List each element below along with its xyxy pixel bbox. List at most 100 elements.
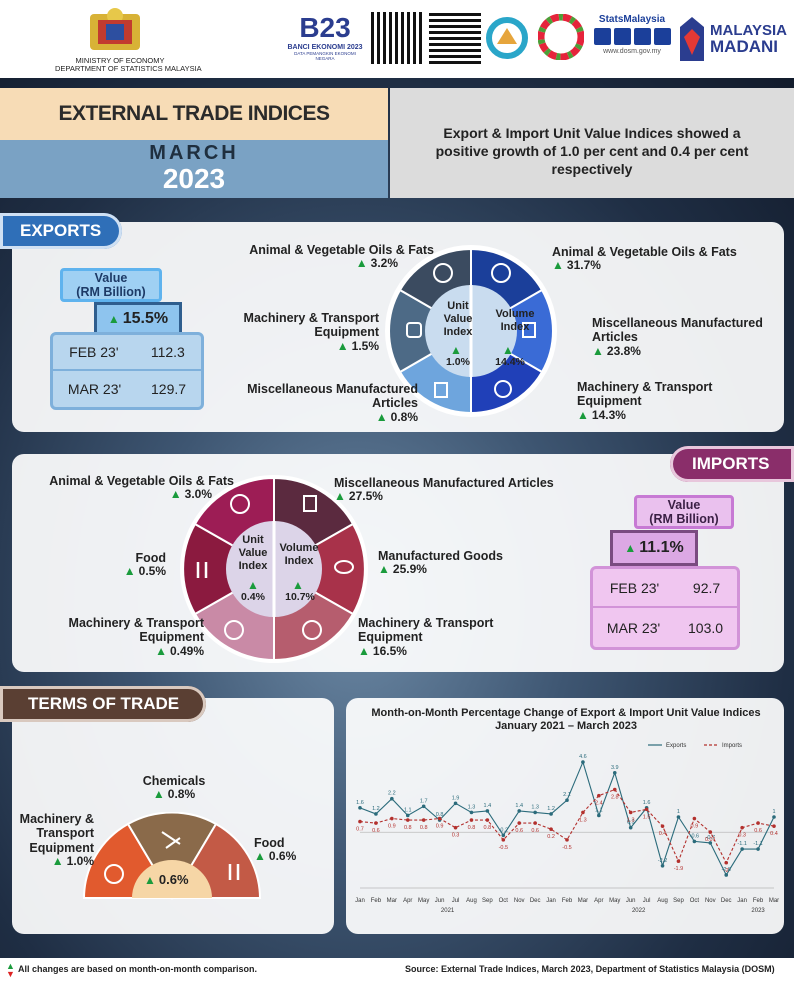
x-tick-label: Mar — [578, 898, 588, 904]
x-tick-label: Dec — [530, 898, 541, 904]
row-value: 103.0 — [688, 619, 724, 636]
machinery-icon — [406, 322, 422, 338]
data-label: 0.8 — [484, 825, 492, 831]
category-label: Animal & Vegetable Oils & Fats — [49, 474, 234, 488]
facebook-icon[interactable] — [593, 28, 611, 45]
x-tick-label: Jun — [626, 898, 636, 904]
data-label: 0.8 — [468, 825, 476, 831]
x-year-label: 2022 — [632, 908, 646, 914]
data-point — [708, 841, 713, 845]
headline-box: Export & Import Unit Value Indices showe… — [390, 88, 794, 198]
data-label: 2.1 — [563, 792, 571, 798]
tot-item-food: Food ▲ 0.6% — [254, 836, 314, 864]
category-change: 27.5% — [348, 489, 383, 504]
data-point — [549, 812, 553, 816]
data-label: 1.3 — [468, 804, 476, 810]
data-point — [581, 810, 585, 815]
exports-left-2: Machinery & Transport Equipment ▲ 1.5% — [224, 311, 379, 354]
data-label: -0.5 — [499, 845, 508, 851]
data-point — [421, 818, 426, 822]
data-label: 1.3 — [627, 817, 635, 823]
data-label: -2 — [724, 868, 729, 874]
imports-value-table: FEB 23' 92.7 MAR 23' 103.0 — [590, 566, 740, 650]
category-change: 3.2% — [370, 256, 398, 271]
legend-label: Exports — [666, 743, 686, 749]
terms-of-trade-semicircle — [82, 812, 262, 900]
chemicals-icon — [161, 831, 181, 849]
imports-volume-label: Volume Index — [279, 542, 319, 567]
category-label: Machinery & Transport Equipment — [68, 616, 204, 645]
exports-tab[interactable]: EXPORTS — [0, 213, 122, 249]
up-arrow-icon: ▲ — [450, 343, 462, 357]
imports-tab[interactable]: IMPORTS — [670, 446, 794, 482]
up-arrow-icon: ▲ — [592, 343, 604, 358]
data-point — [772, 815, 776, 819]
up-arrow-icon: ▲ — [247, 578, 259, 592]
qr-code-1[interactable] — [371, 12, 423, 64]
row-label: FEB 23' — [69, 344, 119, 360]
x-tick-label: Jul — [452, 898, 460, 904]
up-arrow-icon: ▲ — [336, 338, 349, 353]
qr-code-2[interactable] — [429, 12, 481, 64]
x-year-label: 2023 — [751, 908, 765, 914]
category-change: 0.49% — [169, 643, 204, 658]
category-change: 14.3% — [591, 407, 626, 422]
exports-right-1: Animal & Vegetable Oils & Fats ▲ 31.7% — [552, 245, 757, 273]
data-label: 0.4 — [770, 831, 778, 837]
twitter-icon[interactable] — [653, 28, 671, 45]
category-label: Machinery & Transport Equipment — [577, 380, 713, 409]
data-label: 4.6 — [579, 754, 587, 760]
up-arrow-icon: ▲ — [502, 343, 514, 357]
up-arrow-icon: ▲ — [375, 409, 388, 424]
data-point — [660, 864, 665, 868]
data-label: 1.1 — [404, 807, 412, 813]
footer-source: Source: External Trade Indices, March 20… — [405, 964, 775, 974]
data-label: 1.2 — [372, 806, 380, 812]
imports-value-change: ▲ 11.1% — [610, 530, 698, 566]
madani-line2: MADANI — [710, 37, 778, 56]
title-band: EXTERNAL TRADE INDICES — [0, 88, 388, 140]
data-point — [421, 804, 426, 809]
header-bar: MINISTRY OF ECONOMY DEPARTMENT OF STATIS… — [0, 0, 794, 78]
data-label: 2.8 — [611, 795, 619, 801]
category-label: Machinery & Transport Equipment — [358, 616, 494, 645]
terms-of-trade-tab[interactable]: TERMS OF TRADE — [0, 686, 206, 722]
exports-volume-change: 14.4% — [495, 356, 525, 368]
machinery-icon — [224, 620, 244, 640]
data-point — [724, 873, 729, 877]
up-arrow-icon: ▲ — [552, 258, 564, 273]
category-label: Miscellaneous Manufactured Articles — [247, 382, 418, 411]
up-arrow-icon: ▲ — [123, 564, 136, 579]
fork-knife-icon — [196, 562, 208, 578]
data-point — [676, 815, 681, 819]
x-tick-label: Jul — [643, 898, 651, 904]
category-change: 16.5% — [372, 643, 407, 658]
data-point — [597, 793, 601, 798]
exports-left-1: Animal & Vegetable Oils & Fats ▲ 3.2% — [232, 243, 434, 271]
up-arrow-icon: ▲ — [358, 643, 370, 658]
up-arrow-icon: ▲ — [624, 541, 637, 555]
data-label: 1.5 — [643, 814, 651, 820]
exports-value-title: Value (RM Billion) — [60, 268, 162, 302]
data-label: 1 — [677, 809, 680, 815]
stats-url[interactable]: www.dosm.gov.my — [603, 48, 661, 55]
ministry-line2: DEPARTMENT OF STATISTICS MALAYSIA — [55, 64, 202, 73]
exports-right-3: Machinery & Transport Equipment ▲ 14.3% — [577, 380, 727, 423]
imports-left-3: Machinery & Transport Equipment ▲ 0.49% — [52, 616, 204, 659]
coins-icon — [334, 560, 354, 574]
x-tick-label: Jan — [737, 898, 747, 904]
x-tick-label: Mar — [769, 898, 779, 904]
data-point — [358, 819, 362, 824]
table-row: FEB 23' 112.3 — [53, 335, 201, 371]
instagram-icon[interactable] — [613, 28, 631, 45]
data-point — [533, 821, 537, 825]
youtube-icon[interactable] — [633, 28, 651, 45]
data-point — [628, 825, 633, 830]
data-point — [374, 821, 378, 825]
row-value: 129.7 — [151, 381, 187, 397]
census-tag: DATA PEMANGKIN EKONOMI NEGARA — [294, 51, 356, 61]
data-label: 1.4 — [515, 803, 523, 809]
category-label: Animal & Vegetable Oils & Fats — [552, 245, 737, 259]
x-tick-label: Jan — [355, 898, 365, 904]
data-point — [485, 809, 490, 813]
